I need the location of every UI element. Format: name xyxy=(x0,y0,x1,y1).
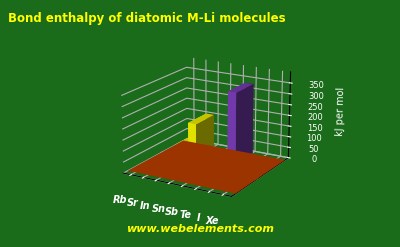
Text: Bond enthalpy of diatomic M-Li molecules: Bond enthalpy of diatomic M-Li molecules xyxy=(8,12,286,25)
Text: www.webelements.com: www.webelements.com xyxy=(126,224,274,234)
